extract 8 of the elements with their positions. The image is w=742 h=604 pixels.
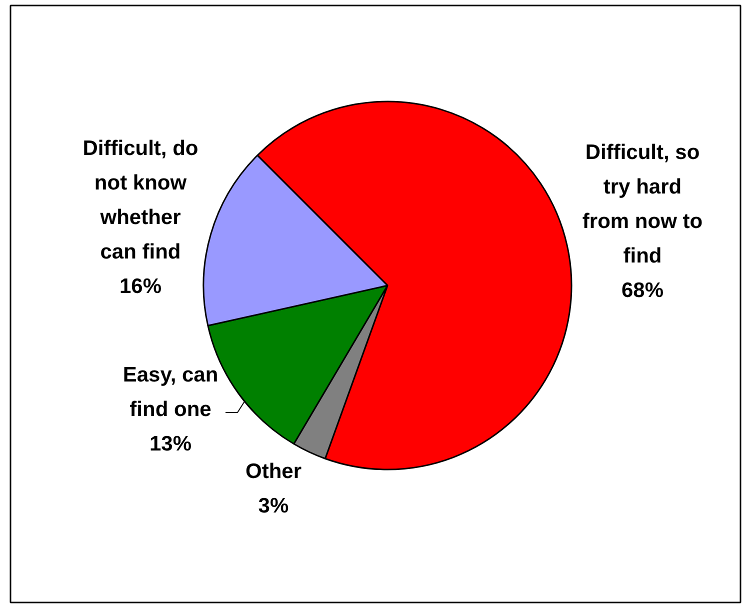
slice-label: Other [245,460,302,483]
slice-label: Difficult, so try hard from now to find [582,141,703,268]
data-label: 3% [258,494,290,518]
slice-label: Easy, can find one [122,364,218,421]
data-label: 16% [119,275,162,298]
data-label: 13% [149,432,192,456]
data-label: 68% [621,279,664,302]
slice-label: Difficult, do not know whether can find [82,137,198,264]
